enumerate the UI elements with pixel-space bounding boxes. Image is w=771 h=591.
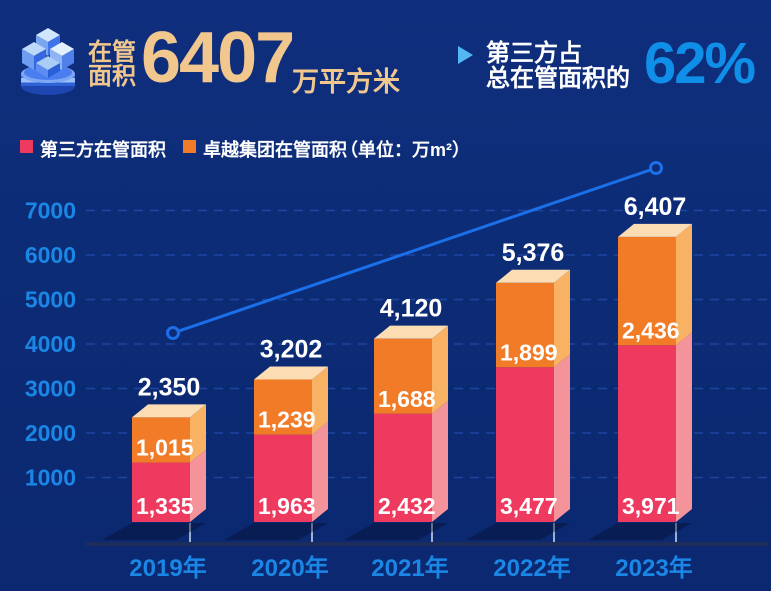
x-axis-line: [85, 542, 769, 546]
y-axis-label-1000: 1000: [25, 465, 76, 491]
legend-swatch-third-party: [20, 140, 33, 153]
bar-side-third-party-2019年: [190, 449, 206, 522]
highlight-text: 第三方占 总在管面积的: [486, 41, 630, 91]
legend-label-excellence-group: 卓越集团在管面积: [203, 140, 347, 160]
trend-endpoint-right: [649, 161, 663, 175]
bar-label-third-party-2023年: 3,971: [622, 493, 680, 519]
kpi-label-line1: 在管: [88, 39, 136, 66]
triangle-bullet-icon: [458, 46, 473, 64]
bar-side-group-2023年: [676, 223, 692, 346]
bar-side-third-party-2023年: [676, 332, 692, 522]
x-axis-label-2020年: 2020年: [251, 554, 328, 582]
bar-segment-group-2022年: [496, 282, 554, 368]
legend-label-third-party: 第三方在管面积: [40, 140, 166, 160]
bar-total-label-2019年: 2,350: [138, 373, 201, 401]
bar-side-third-party-2022年: [554, 354, 570, 522]
x-axis-label-2023年: 2023年: [615, 554, 692, 582]
bar-label-third-party-2019年: 1,335: [136, 493, 194, 519]
bar-total-label-2020年: 3,202: [260, 336, 323, 364]
x-axis-label-2022年: 2022年: [493, 554, 570, 582]
bar-segment-third-party-2022年: [496, 367, 554, 522]
bar-side-group-2019年: [190, 404, 206, 463]
bar-shadow-2022年: [466, 523, 570, 540]
y-axis-label-2000: 2000: [25, 420, 76, 446]
bar-total-label-2023年: 6,407: [624, 193, 687, 221]
bar-segment-third-party-2020年: [254, 434, 312, 522]
y-axis-label-3000: 3000: [25, 376, 76, 402]
kpi-value: 6407: [141, 18, 295, 98]
bar-label-group-2023年: 2,436: [622, 317, 680, 343]
legend: 第三方在管面积 卓越集团在管面积 （单位：万m²）: [0, 136, 771, 160]
bar-side-group-2022年: [554, 269, 570, 368]
trend-line: [172, 166, 657, 335]
bar-label-group-2019年: 1,015: [136, 435, 194, 461]
kpi-label: 在管 面积: [88, 41, 136, 89]
bar-label-group-2021年: 1,688: [378, 386, 436, 412]
bar-shadow-2020年: [224, 523, 328, 540]
bar-side-third-party-2021年: [432, 400, 448, 522]
kpi-label-line2: 面积: [88, 63, 136, 90]
y-axis-label-5000: 5000: [25, 287, 76, 313]
bar-label-third-party-2022年: 3,477: [500, 493, 558, 519]
legend-swatch-excellence-group: [183, 140, 196, 153]
bar-segment-third-party-2023年: [618, 345, 676, 522]
x-axis-label-2021年: 2021年: [371, 554, 448, 582]
bar-side-group-2020年: [312, 366, 328, 435]
trend-endpoint-left: [166, 326, 180, 340]
bar-label-group-2020年: 1,239: [258, 407, 316, 433]
bar-total-label-2022年: 5,376: [502, 239, 565, 267]
bar-shadow-2019年: [102, 523, 206, 540]
bar-shadow-2023年: [588, 523, 692, 540]
highlight-line2: 总在管面积的: [486, 65, 630, 92]
bar-shadow-2021年: [344, 523, 448, 540]
bar-label-third-party-2021年: 2,432: [378, 493, 436, 519]
bar-segment-group-2020年: [254, 379, 312, 435]
bar-top-face-2022年: [496, 269, 570, 283]
cubes-platform-icon: [21, 28, 75, 95]
bar-top-face-2020年: [254, 366, 328, 380]
legend-unit-note: （单位：万m²）: [340, 140, 470, 160]
bar-top-face-2023年: [618, 223, 692, 237]
bar-label-third-party-2020年: 1,963: [258, 493, 316, 519]
highlight-value: 62%: [644, 31, 756, 96]
y-axis-label-4000: 4000: [25, 331, 76, 357]
bar-side-third-party-2020年: [312, 421, 328, 522]
bar-top-face-2019年: [132, 404, 206, 418]
bar-total-label-2021年: 4,120: [380, 295, 443, 323]
bar-segment-group-2021年: [374, 338, 432, 414]
y-axis-label-7000: 7000: [25, 198, 76, 224]
bar-label-group-2022年: 1,899: [500, 339, 558, 365]
bar-segment-group-2019年: [132, 417, 190, 463]
kpi-unit: 万平方米: [292, 67, 400, 97]
y-axis-label-6000: 6000: [25, 242, 76, 268]
bar-top-face-2021年: [374, 325, 448, 339]
x-axis-label-2019年: 2019年: [129, 554, 206, 582]
highlight-line1: 第三方占: [486, 40, 582, 67]
bar-segment-group-2023年: [618, 236, 676, 346]
bar-side-group-2021年: [432, 325, 448, 414]
bar-segment-third-party-2021年: [374, 413, 432, 522]
bar-segment-third-party-2019年: [132, 462, 190, 522]
